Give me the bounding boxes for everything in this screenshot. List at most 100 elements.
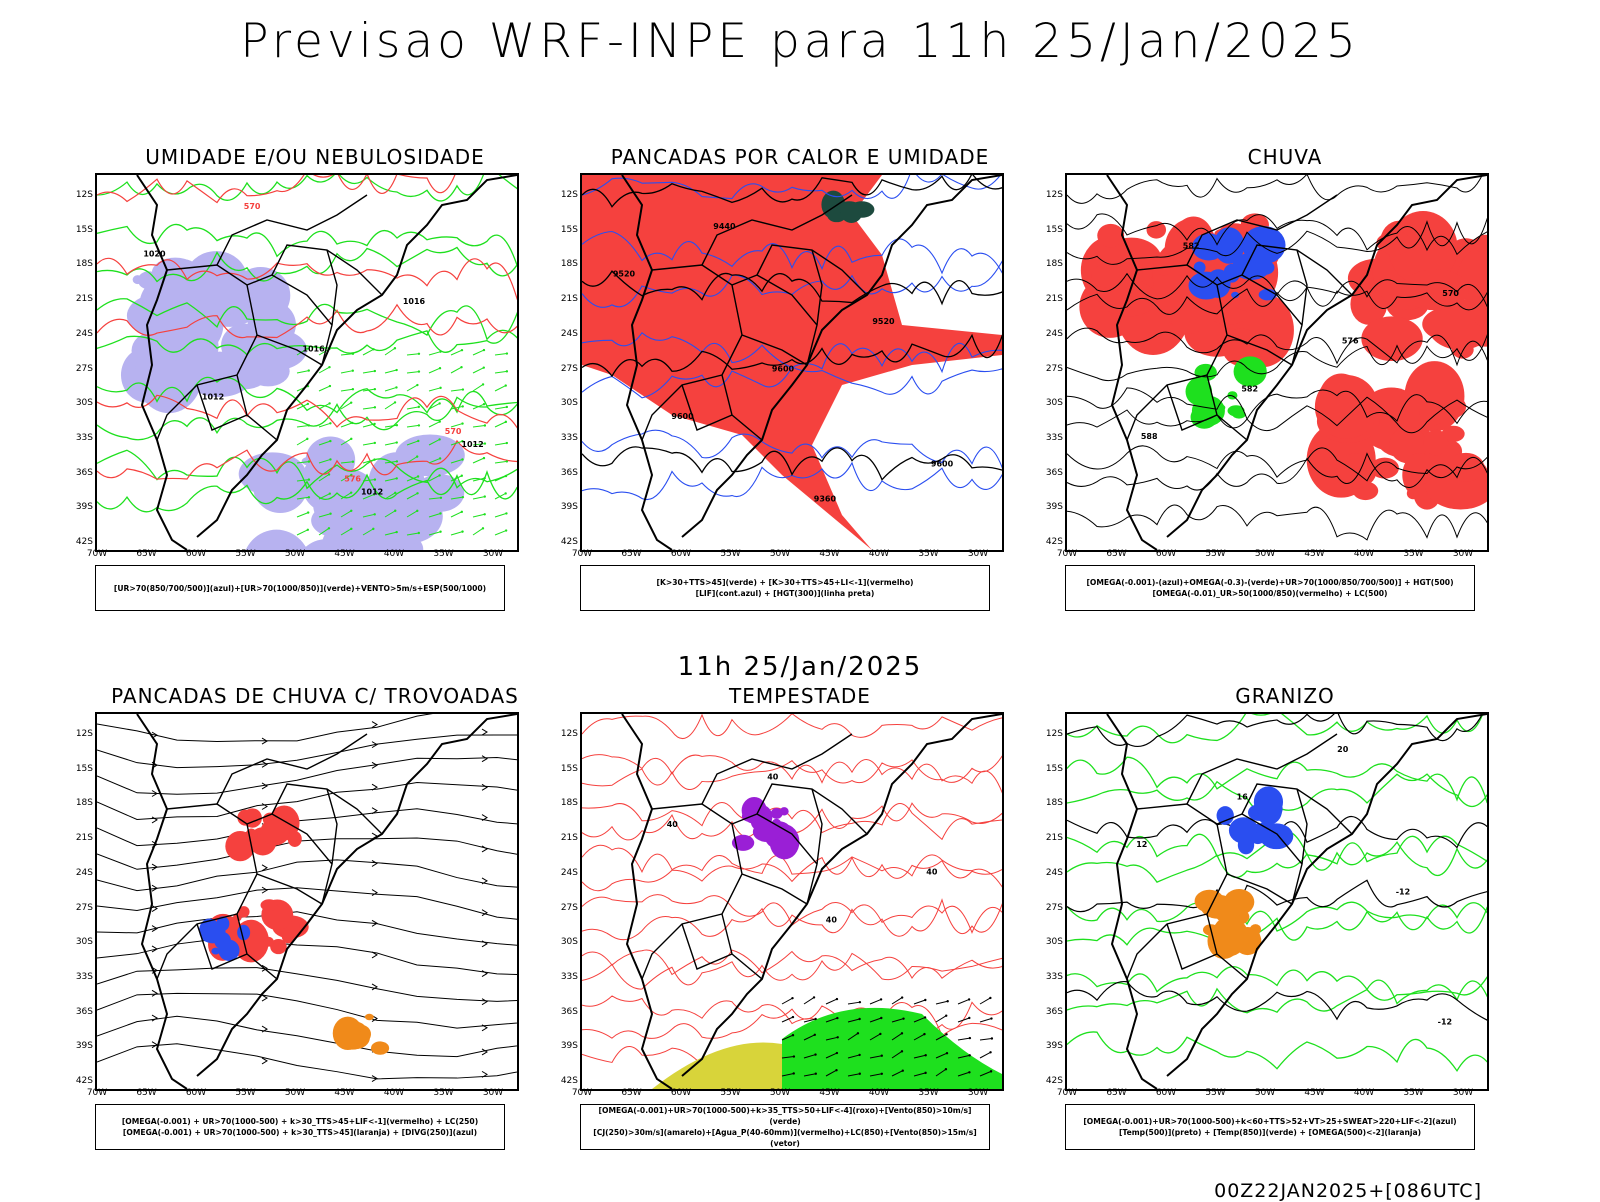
contour-label: 570: [244, 202, 261, 211]
jet-stream-field: [652, 1042, 796, 1089]
latitude-tick: 39S: [75, 1041, 93, 1052]
longitude-tick: 45W: [819, 549, 840, 559]
latitude-tick: 24S: [75, 328, 93, 339]
temp850-contours: [1067, 714, 1487, 1073]
latitude-tick: 30S: [75, 398, 93, 409]
map-panel-6: GRANIZO -12 12 16 20 -12 12S 15S 18S 21S 24S 27S 30S…: [1045, 684, 1525, 1164]
longitude-tick: 40W: [868, 1088, 890, 1098]
latitude-tick: 30S: [560, 937, 578, 948]
panel-legend: [OMEGA(-0.001)+UR>70(1000-500)+k<60+TTS>…: [1065, 1104, 1475, 1150]
contour-label: 582: [1183, 242, 1200, 251]
latitude-tick: 27S: [75, 363, 93, 374]
longitude-tick: 35W: [918, 549, 939, 559]
latitude-axis: 12S 15S 18S 21S 24S 27S 30S 33S 36S 39S 42S: [1033, 712, 1063, 1090]
latitude-tick: 27S: [560, 902, 578, 913]
latitude-tick: 30S: [1045, 398, 1063, 409]
instability-k-tts-field: [821, 190, 875, 223]
hgt300-contours: [582, 175, 1002, 481]
longitude-tick: 55W: [720, 1088, 741, 1098]
longitude-tick: 45W: [1304, 549, 1325, 559]
instability-li-field: [582, 175, 1002, 550]
panel-legend: [UR>70(850/700/500)](azul)+[UR>70(1000/8…: [95, 565, 505, 611]
longitude-axis: 70W 65W 60W 55W 50W 45W 40W 35W 30W: [87, 1088, 519, 1102]
latitude-tick: 27S: [560, 363, 578, 374]
legend-line: [K>30+TTS>45](verde) + [K>30+TTS>45+LI<-…: [656, 578, 914, 587]
longitude-tick: 45W: [819, 1088, 840, 1098]
longitude-tick: 70W: [571, 1088, 593, 1098]
map-panel-5: TEMPESTADE 40 40 40 40 12S 15S 18S 21S 24S 27S 30S 3…: [560, 684, 1040, 1164]
latitude-tick: 18S: [560, 798, 578, 809]
contour-label: 40: [826, 915, 838, 924]
longitude-tick: 60W: [185, 1088, 207, 1098]
longitude-tick: 60W: [1155, 549, 1177, 559]
longitude-tick: 55W: [1205, 1088, 1226, 1098]
longitude-tick: 65W: [621, 1088, 642, 1098]
latitude-tick: 27S: [75, 902, 93, 913]
legend-line: [OMEGA(-0.001) + UR>70(1000-500) + k>30_…: [121, 1117, 479, 1126]
latitude-tick: 12S: [75, 729, 93, 739]
contour-label: 9600: [772, 365, 795, 374]
divergence-field: [199, 916, 251, 961]
latitude-tick: 27S: [1045, 363, 1063, 374]
panel-title: GRANIZO: [1235, 684, 1335, 708]
legend-line: [OMEGA(-0.01)_UR>50(1000/850)(vermelho) …: [1152, 589, 1388, 598]
longitude-tick: 60W: [670, 1088, 692, 1098]
coastline-borders: [621, 714, 1002, 1089]
contour-label: 570: [1442, 289, 1459, 298]
longitude-tick: 30W: [967, 549, 989, 559]
latitude-tick: 42S: [560, 537, 578, 547]
longitude-axis: 70W 65W 60W 55W 50W 45W 40W 35W 30W: [572, 1088, 1004, 1102]
contour-label: 16: [1237, 792, 1249, 801]
longitude-tick: 70W: [1056, 1088, 1078, 1098]
contour-label: 582: [1241, 384, 1258, 393]
contour-label: -12: [1396, 888, 1410, 897]
latitude-tick: 15S: [1045, 763, 1063, 774]
latitude-tick: 42S: [75, 537, 93, 547]
latitude-tick: 12S: [560, 729, 578, 739]
storm-field: [731, 797, 800, 860]
map-panel-3: CHUVA 588 582 576 570 582 12S 15S 18S 21S 24S 27S 30…: [1045, 145, 1525, 625]
contour-label: 1012: [461, 440, 483, 449]
latitude-tick: 39S: [75, 502, 93, 513]
latitude-tick: 21S: [1045, 833, 1063, 844]
legend-line: [UR>70(850/700/500)](azul)+[UR>70(1000/8…: [113, 583, 487, 593]
latitude-tick: 36S: [75, 1006, 93, 1017]
panel-title: UMIDADE E/OU NEBULOSIDADE: [145, 145, 485, 169]
contour-label: 9440: [713, 222, 736, 231]
coastline-borders: [136, 714, 517, 1089]
longitude-tick: 35W: [433, 549, 454, 559]
contour-label: 9520: [613, 269, 636, 278]
panel-title: CHUVA: [1247, 145, 1323, 169]
contour-label: 1012: [361, 487, 383, 496]
contour-label: 1016: [403, 297, 426, 306]
latitude-tick: 15S: [75, 224, 93, 235]
latitude-axis: 12S 15S 18S 21S 24S 27S 30S 33S 36S 39S 42S: [548, 712, 578, 1090]
latitude-tick: 33S: [560, 971, 578, 982]
latitude-axis: 12S 15S 18S 21S 24S 27S 30S 33S 36S 39S 42S: [548, 173, 578, 551]
wind-vectors-850: [781, 996, 994, 1077]
latitude-tick: 36S: [560, 1006, 578, 1017]
latitude-tick: 12S: [1045, 729, 1063, 739]
latitude-tick: 30S: [1045, 937, 1063, 948]
map-area: -12 12 16 20 -12: [1065, 712, 1489, 1091]
latitude-tick: 30S: [75, 937, 93, 948]
latitude-tick: 12S: [560, 190, 578, 200]
latitude-tick: 33S: [1045, 432, 1063, 443]
latitude-tick: 30S: [560, 398, 578, 409]
longitude-tick: 70W: [86, 1088, 108, 1098]
longitude-tick: 60W: [185, 549, 207, 559]
longitude-tick: 35W: [918, 1088, 939, 1098]
latitude-tick: 33S: [1045, 971, 1063, 982]
latitude-tick: 15S: [560, 763, 578, 774]
latitude-axis: 12S 15S 18S 21S 24S 27S 30S 33S 36S 39S 42S: [63, 173, 93, 551]
longitude-axis: 70W 65W 60W 55W 50W 45W 40W 35W 30W: [1057, 549, 1489, 563]
legend-line: [CJ(250)>30m/s](amarelo)+[Agua_P(40-60mm…: [593, 1128, 977, 1148]
longitude-tick: 40W: [1353, 549, 1375, 559]
latitude-tick: 18S: [75, 798, 93, 809]
longitude-tick: 55W: [235, 1088, 256, 1098]
latitude-tick: 21S: [560, 833, 578, 844]
longitude-tick: 45W: [334, 1088, 355, 1098]
latitude-tick: 39S: [560, 1041, 578, 1052]
latitude-tick: 12S: [75, 190, 93, 200]
contour-label: 40: [667, 820, 679, 829]
